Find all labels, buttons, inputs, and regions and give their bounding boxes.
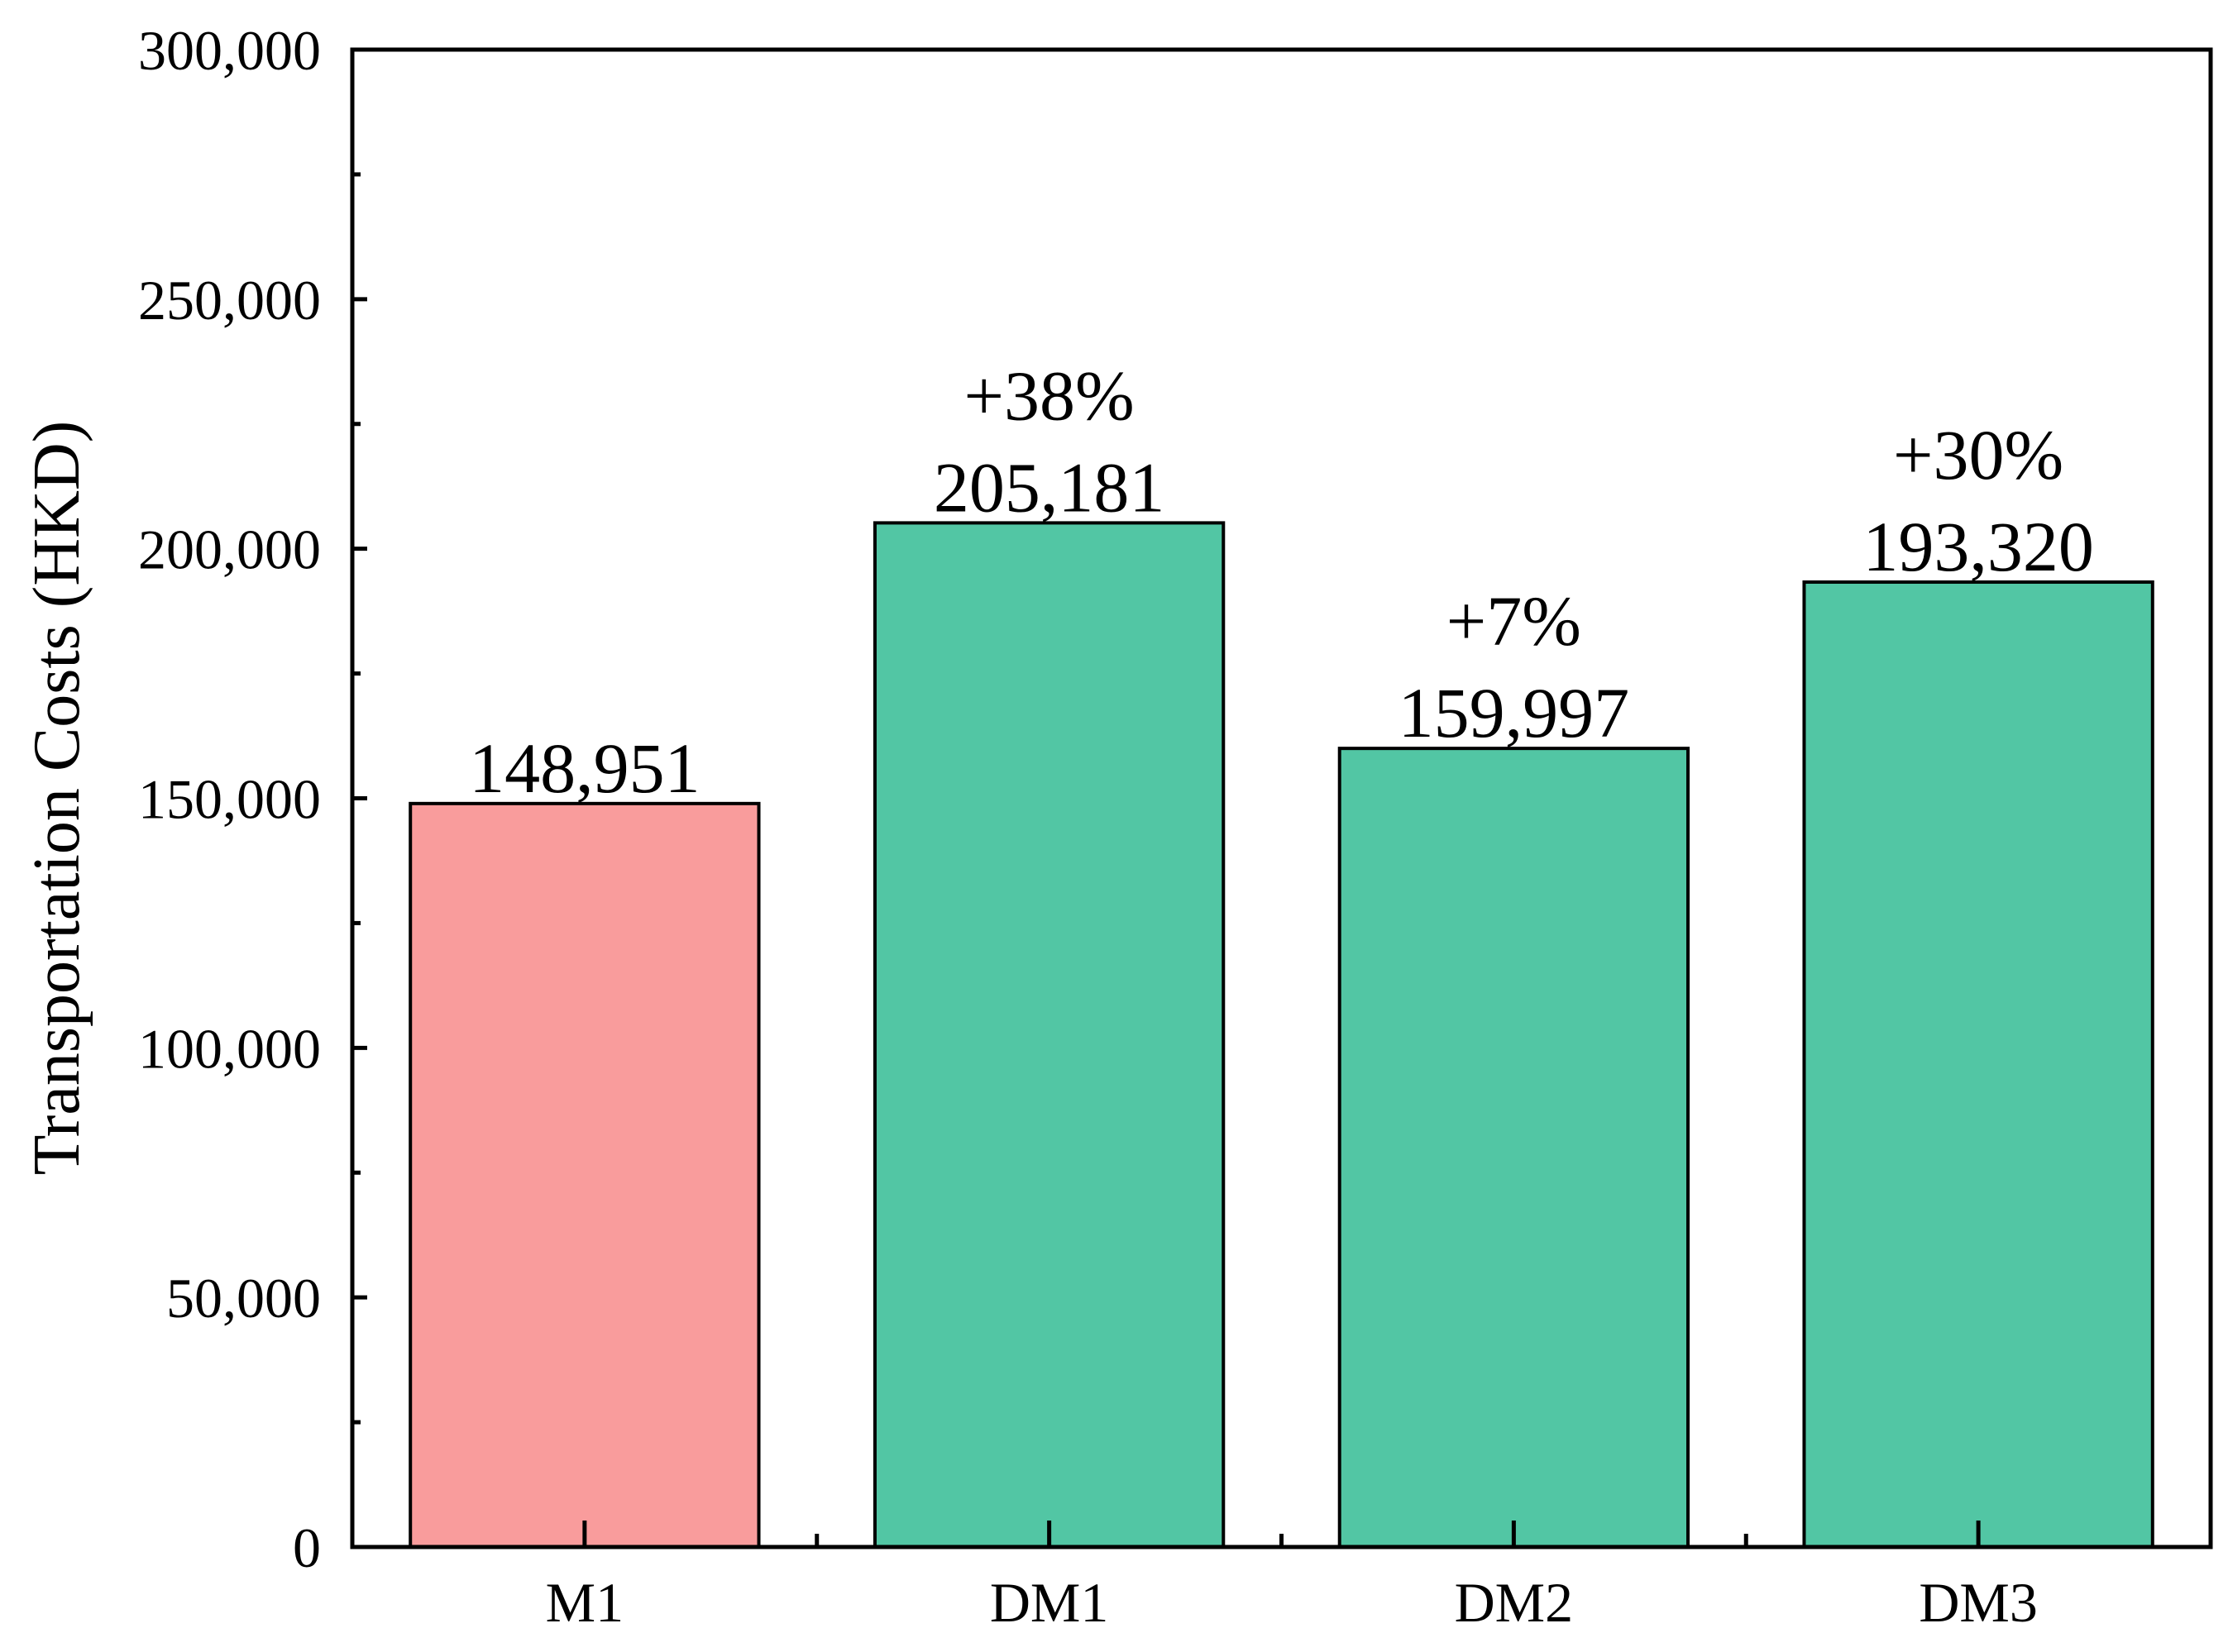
y-tick-label: 0: [293, 1516, 321, 1579]
axis-ticks-layer: 0 50,000 100,000 150,000 200,000 250,000 300,0…: [138, 19, 1981, 1579]
change-label-dm1: +38%: [964, 356, 1135, 435]
x-tick-label-dm2: DM2: [1455, 1571, 1574, 1634]
value-label-dm3: 193,320: [1862, 507, 2094, 586]
y-tick-label: 100,000: [138, 1017, 321, 1080]
value-label-dm1: 205,181: [934, 447, 1165, 527]
y-tick-label: 50,000: [166, 1267, 321, 1330]
x-tick-label-dm1: DM1: [990, 1571, 1109, 1634]
y-tick-label: 150,000: [138, 768, 321, 831]
value-label-dm2: 159,997: [1398, 673, 1630, 752]
y-tick-label: 300,000: [138, 19, 321, 82]
change-label-dm2: +7%: [1446, 581, 1581, 661]
y-axis-title: Transportation Costs (HKD): [21, 421, 93, 1176]
data-labels-layer: M1 148,951 DM1 205,181 +38% DM2 159,997 +7% DM3 1…: [469, 356, 2094, 1634]
y-tick-label: 250,000: [138, 269, 321, 332]
x-tick-label-dm3: DM3: [1919, 1571, 2038, 1634]
bar-dm1: [873, 521, 1226, 1549]
value-label-m1: 148,951: [469, 728, 700, 808]
bar-dm2: [1337, 747, 1690, 1549]
y-tick-label: 200,000: [138, 518, 321, 581]
bar-dm3: [1802, 580, 2154, 1549]
bar-m1: [409, 801, 761, 1549]
change-label-dm3: +30%: [1893, 415, 2063, 494]
bars-layer: [409, 521, 2154, 1549]
x-tick-label-m1: M1: [546, 1571, 624, 1634]
